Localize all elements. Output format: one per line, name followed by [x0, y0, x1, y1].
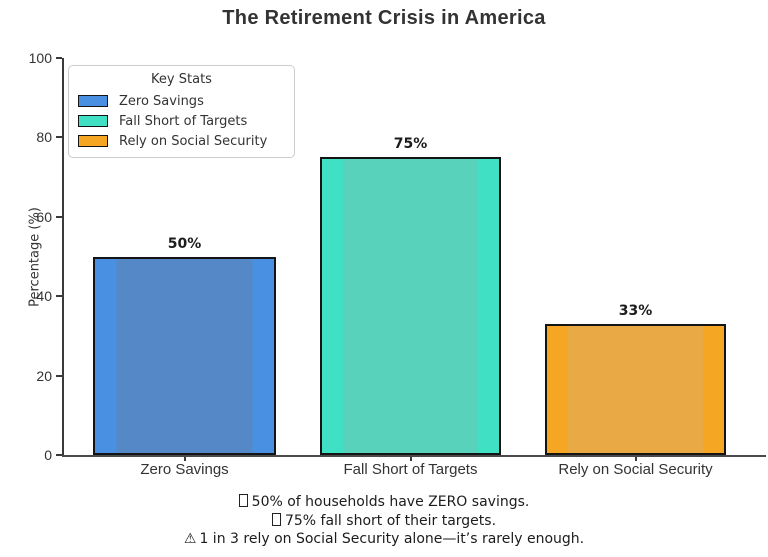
legend-entry-label: Fall Short of Targets — [119, 113, 248, 129]
footnote-line: 75% fall short of their targets. — [0, 512, 768, 531]
bar-fall-short-of-targets — [320, 157, 501, 455]
x-tick-label: Fall Short of Targets — [343, 461, 478, 478]
footnote-text: 50% of households have ZERO savings. — [251, 494, 530, 510]
y-tick-mark — [56, 454, 62, 456]
footnote-text: 75% fall short of their targets. — [284, 512, 497, 529]
bar-value-label: 75% — [393, 136, 428, 153]
y-tick-mark — [56, 136, 62, 139]
zero-savings-swatch-icon — [78, 95, 108, 107]
bar-rely-on-social-security — [545, 323, 726, 455]
footnote-line: ⚠ 1 in 3 rely on Social Security alone—it… — [0, 530, 768, 549]
x-tick-label: Rely on Social Security — [558, 461, 713, 478]
bar-zero-savings — [93, 256, 276, 455]
y-tick-label: 40 — [36, 288, 52, 305]
y-axis-line — [62, 58, 64, 457]
y-tick-label: 20 — [36, 367, 52, 384]
legend-entry: Zero Savings — [78, 91, 285, 111]
y-tick-mark — [56, 295, 62, 298]
y-tick-label: 60 — [36, 208, 52, 225]
legend-entry: Rely on Social Security — [78, 131, 285, 151]
warning-icon: ⚠ — [183, 531, 197, 547]
y-axis-label: Percentage (%) — [27, 207, 43, 307]
y-tick-mark — [56, 215, 62, 218]
chart-title: The Retirement Crisis in America — [222, 7, 546, 29]
x-tick-mark — [409, 457, 412, 461]
y-tick-mark — [56, 374, 62, 377]
x-axis-line — [62, 455, 766, 457]
social-security-swatch-icon — [78, 135, 108, 147]
fall-short-swatch-icon — [78, 115, 108, 127]
footnote-line: 50% of households have ZERO savings. — [0, 493, 768, 512]
footnote-text: 1 in 3 rely on Social Security alone—it’… — [199, 531, 585, 547]
bar-value-label: 50% — [167, 235, 202, 252]
legend-entry: Fall Short of Targets — [78, 111, 285, 131]
x-tick-mark — [634, 457, 637, 461]
y-tick-label: 80 — [36, 129, 52, 146]
y-tick-label: 0 — [44, 447, 52, 463]
legend-entry-label: Zero Savings — [119, 93, 204, 109]
legend-entry-label: Rely on Social Security — [119, 133, 268, 149]
y-tick-mark — [56, 57, 62, 59]
footnotes: 50% of households have ZERO savings. 75%… — [0, 493, 768, 549]
missing-glyph-icon — [271, 512, 281, 526]
x-tick-mark — [183, 457, 186, 461]
bar-value-label: 33% — [618, 302, 653, 319]
missing-glyph-icon — [238, 494, 248, 507]
legend-title: Key Stats — [151, 72, 212, 87]
x-tick-label: Zero Savings — [140, 461, 229, 478]
legend: Key Stats Zero Savings Fall Short of Tar… — [68, 65, 295, 158]
y-tick-label: 100 — [28, 50, 52, 66]
